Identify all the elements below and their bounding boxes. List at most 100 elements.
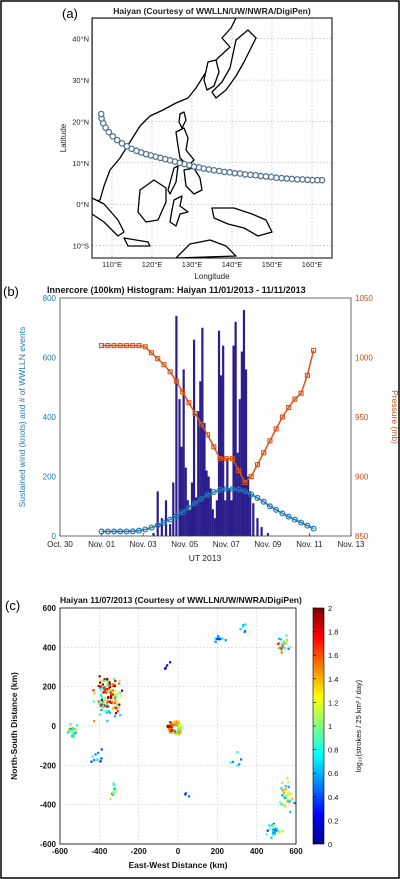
y-tick-label: 0 (52, 722, 57, 731)
panel-a-ylabel: Latitude (59, 123, 68, 152)
density-cell (281, 642, 284, 645)
density-cell (98, 702, 101, 705)
density-cell (120, 689, 124, 692)
wind-point (167, 516, 174, 523)
histogram-bar (247, 476, 250, 536)
density-cell (119, 691, 122, 694)
pressure-point (161, 362, 167, 368)
density-cell (218, 636, 221, 639)
panel-b-y2label: Pressure (mb) (390, 390, 400, 444)
density-cell (289, 645, 292, 648)
density-cell (109, 797, 112, 800)
density-cell (101, 704, 104, 708)
x-tick-label: 200 (211, 847, 225, 856)
track-point (267, 173, 275, 181)
density-cell (107, 687, 111, 690)
y-tick-label: 10°N (72, 159, 89, 168)
y-tick-label: 20°N (72, 117, 89, 126)
density-cell (106, 689, 109, 692)
density-cell (272, 826, 275, 830)
eyewall-cell (173, 720, 176, 724)
density-cell (110, 695, 113, 698)
density-cell (116, 701, 119, 704)
histogram-bar (169, 524, 172, 536)
histogram-bar (215, 500, 219, 536)
density-cell (91, 755, 94, 758)
panel-c-axes-frame (59, 607, 297, 845)
density-cell (100, 748, 103, 751)
histogram-bar (197, 411, 200, 536)
density-cell (219, 638, 222, 641)
density-cell (112, 682, 115, 686)
density-cell (286, 800, 289, 804)
track-point (288, 175, 296, 183)
density-cell (281, 789, 284, 792)
density-cell (98, 675, 101, 678)
typhoon-track (97, 110, 326, 184)
x-tick-label: Nov. 03 (130, 540, 158, 549)
density-cell (281, 643, 284, 646)
lightning-histogram-bars (152, 309, 269, 536)
density-cell (282, 789, 285, 792)
panel-b-label: (b) (3, 284, 19, 299)
wind-point (248, 491, 255, 498)
density-cell (101, 683, 104, 686)
density-cell (217, 638, 220, 641)
eyewall-cell (167, 722, 171, 726)
density-cell (113, 684, 116, 688)
colorbar-tick-label: 0 (328, 840, 332, 849)
density-cell (277, 647, 280, 650)
density-cell (279, 801, 282, 804)
wind-point (160, 519, 167, 526)
wind-point (117, 528, 124, 535)
y-tick-label: 400 (43, 643, 57, 652)
density-cell (270, 836, 273, 839)
density-cell (283, 642, 287, 645)
eyewall-cell (175, 732, 179, 736)
density-cell (113, 677, 116, 681)
density-cell (108, 681, 111, 684)
pressure-point (267, 438, 273, 444)
colorbar-tick-label: 1 (328, 722, 332, 731)
eyewall-cell (168, 727, 171, 731)
histogram-bar (160, 518, 163, 536)
density-cell (114, 690, 117, 693)
wind-point (192, 500, 199, 507)
density-cell (287, 647, 290, 650)
pressure-point (211, 444, 217, 450)
density-cell (283, 647, 286, 650)
histogram-bar (249, 491, 252, 536)
y2-tick-label: 900 (355, 473, 369, 482)
y-tick-label: -200 (40, 761, 57, 770)
eyewall-cell (178, 723, 182, 727)
histogram-bar (242, 309, 246, 536)
density-cell (106, 703, 109, 706)
pressure-point (117, 343, 123, 349)
density-cell (113, 715, 117, 718)
y2-tick-label: 1000 (355, 354, 373, 363)
panel-a-title: Haiyan (Courtesy of WWLLN/UW/NWRA/DigiPe… (113, 6, 311, 16)
x-tick-label: 150°E (262, 260, 283, 269)
density-cell (106, 709, 109, 713)
panel-b-ylabel: Sustained wind (knots) and # of WWLLN ev… (17, 327, 27, 507)
colorbar-tick-label: 1.6 (328, 651, 338, 660)
density-cell (100, 708, 103, 712)
density-cell (118, 679, 121, 683)
density-cell (108, 683, 112, 686)
density-cell (106, 701, 109, 704)
density-cell (281, 645, 284, 648)
density-cell (113, 787, 116, 790)
density-cell (105, 691, 108, 694)
panel-c-xlabel: East-West Distance (km) (128, 860, 227, 870)
density-cell (114, 699, 117, 702)
density-cell (110, 696, 113, 699)
histogram-bar (240, 351, 243, 536)
x-tick-label: 130°E (182, 260, 203, 269)
density-cell (280, 651, 283, 654)
eyewall-cell (174, 723, 178, 726)
wind-point (266, 503, 273, 510)
density-cell (93, 719, 96, 723)
density-cell (164, 666, 167, 669)
density-cell (100, 704, 103, 707)
eyewall-cell (176, 724, 179, 728)
